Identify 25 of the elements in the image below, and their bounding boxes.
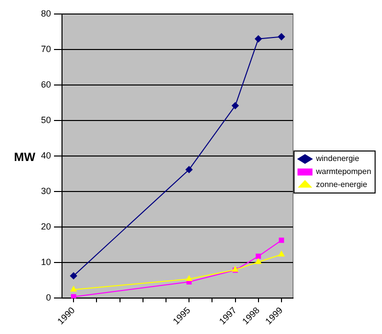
legend-label: windenergie <box>315 154 360 164</box>
point <box>70 272 78 280</box>
point <box>278 33 285 40</box>
point <box>278 238 284 243</box>
point <box>70 294 76 298</box>
point <box>232 102 239 110</box>
legend-label: zonne-energie <box>316 180 368 190</box>
y-tick-label: 40 <box>40 150 52 161</box>
point <box>254 35 262 42</box>
y-tick-label: 0 <box>46 292 52 303</box>
y-axis-title: MW <box>14 150 36 164</box>
point <box>70 286 77 292</box>
point <box>256 254 261 259</box>
legend-label: warmtepompen <box>315 167 372 176</box>
point <box>255 258 262 264</box>
y-tick-label: 10 <box>40 257 52 268</box>
y-tick-label: 60 <box>40 80 52 90</box>
y-tick-label: 50 <box>40 115 52 126</box>
y-tick-label: 80 <box>40 8 52 18</box>
point <box>186 276 192 282</box>
y-tick-label: 30 <box>40 186 52 196</box>
point <box>186 166 193 174</box>
y-tick-label: 20 <box>40 222 52 232</box>
point <box>278 251 285 257</box>
y-tick-label: 70 <box>40 44 52 54</box>
